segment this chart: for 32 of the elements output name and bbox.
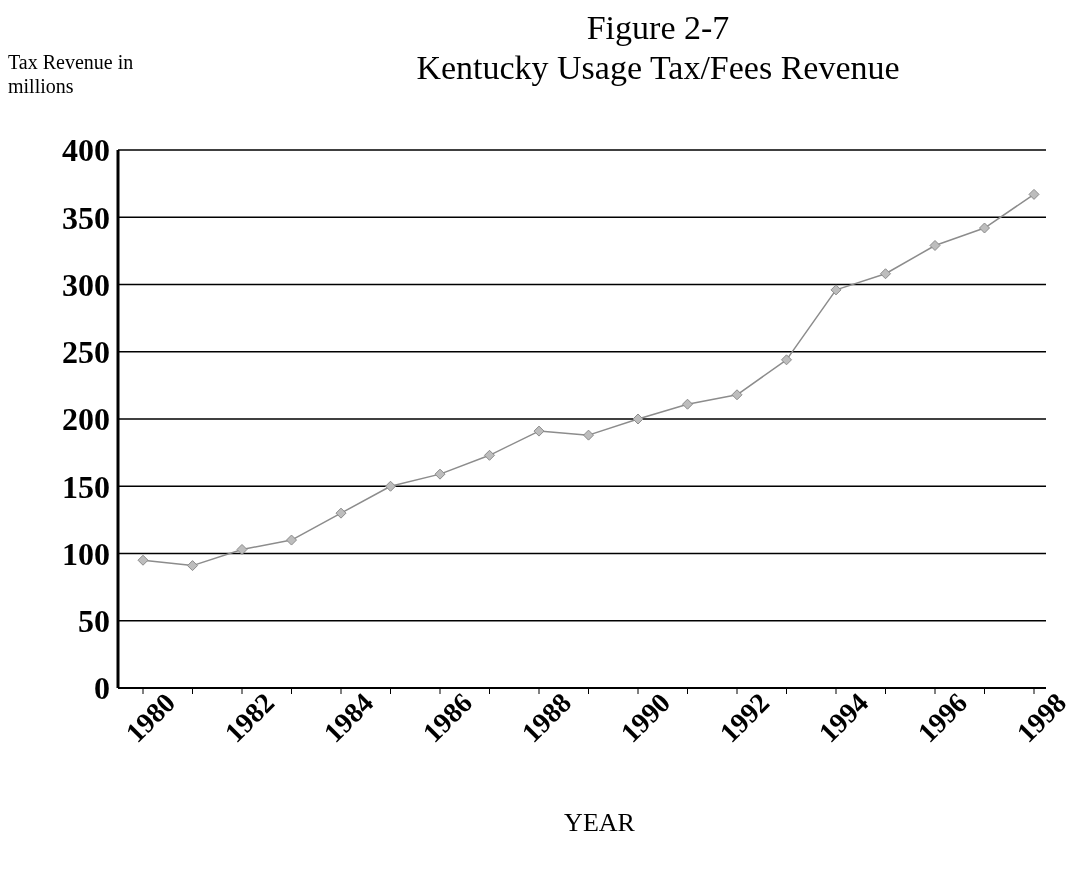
point <box>731 389 743 401</box>
y-axis-title: Tax Revenue in millions <box>8 50 135 98</box>
point <box>335 507 347 519</box>
point <box>1028 188 1040 200</box>
point <box>385 480 396 492</box>
point <box>533 425 545 437</box>
y-tick-label: 200 <box>62 401 110 438</box>
chart-subtitle: Kentucky Usage Tax/Fees Revenue <box>415 48 901 88</box>
point <box>286 534 297 546</box>
y-tick-label: 250 <box>62 334 110 371</box>
point <box>781 354 792 366</box>
y-tick-label: 0 <box>94 670 110 707</box>
y-tick-label: 100 <box>62 535 110 572</box>
x-axis-title: YEAR <box>563 808 636 838</box>
point <box>187 560 198 572</box>
y-tick-label: 300 <box>62 266 110 303</box>
point <box>484 449 495 461</box>
point <box>137 554 149 566</box>
point <box>434 468 446 480</box>
point <box>682 398 693 410</box>
point <box>979 222 990 234</box>
chart-title: Figure 2-7 <box>585 8 731 48</box>
point <box>830 284 842 296</box>
y-tick-label: 150 <box>62 468 110 505</box>
point <box>880 268 891 280</box>
y-tick-label: 400 <box>62 132 110 169</box>
point <box>929 240 941 251</box>
y-tick-label: 50 <box>78 603 110 640</box>
point <box>236 543 248 555</box>
y-tick-label: 350 <box>62 199 110 236</box>
point <box>583 429 594 441</box>
point <box>632 413 644 425</box>
